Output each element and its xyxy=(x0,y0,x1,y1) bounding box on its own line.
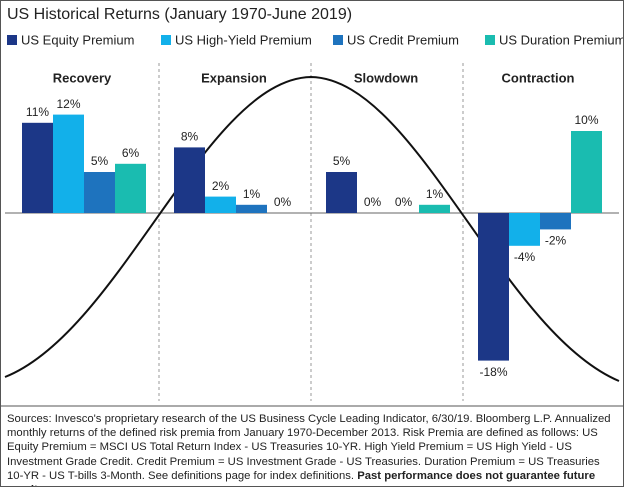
value-label: 8% xyxy=(181,130,199,144)
sources-text: Sources: Invesco's proprietary research … xyxy=(7,413,611,482)
category-label: Slowdown xyxy=(354,70,418,85)
bar xyxy=(115,163,146,213)
value-label: 2% xyxy=(212,179,230,193)
bar xyxy=(478,213,509,361)
value-label: -18% xyxy=(479,365,507,379)
legend-swatch xyxy=(161,35,171,45)
value-label: -4% xyxy=(514,250,536,264)
bar xyxy=(174,147,205,213)
value-label: 5% xyxy=(333,154,351,168)
bar xyxy=(53,114,84,213)
value-label: 12% xyxy=(56,97,80,111)
value-label: 5% xyxy=(91,154,109,168)
category-label: Expansion xyxy=(201,70,267,85)
category-label: Contraction xyxy=(502,70,575,85)
bar xyxy=(540,213,571,230)
value-label: 0% xyxy=(364,195,382,209)
disclaimer: Past performance does not guarantee futu… xyxy=(7,469,596,486)
bar xyxy=(205,196,236,213)
chart: US Historical Returns (January 1970-June… xyxy=(1,6,623,407)
legend-swatch xyxy=(7,35,17,45)
bar xyxy=(419,204,450,213)
legend-swatch xyxy=(333,35,343,45)
value-label: 0% xyxy=(274,195,292,209)
value-label: 1% xyxy=(243,187,261,201)
bar xyxy=(22,122,53,213)
value-label: 6% xyxy=(122,146,140,160)
legend-label: US Credit Premium xyxy=(347,32,459,47)
bar xyxy=(84,172,115,213)
value-label: -2% xyxy=(545,234,567,248)
chart-title: US Historical Returns (January 1970-June… xyxy=(7,6,352,23)
business-cycle-curve xyxy=(4,75,620,382)
dividers xyxy=(158,63,464,401)
legend-label: US Duration Premium xyxy=(499,32,623,47)
legend-label: US Equity Premium xyxy=(21,32,134,47)
bar xyxy=(326,172,357,213)
bar xyxy=(571,131,602,213)
sources: Sources: Invesco's proprietary research … xyxy=(7,412,617,486)
value-label: 1% xyxy=(426,187,444,201)
value-label: 11% xyxy=(26,105,49,119)
category-label: Recovery xyxy=(53,70,112,85)
value-label: 10% xyxy=(574,113,598,127)
value-label: 0% xyxy=(395,195,413,209)
bar xyxy=(236,204,267,213)
bar xyxy=(509,213,540,246)
legend-label: US High-Yield Premium xyxy=(175,32,312,47)
legend-swatch xyxy=(485,35,495,45)
